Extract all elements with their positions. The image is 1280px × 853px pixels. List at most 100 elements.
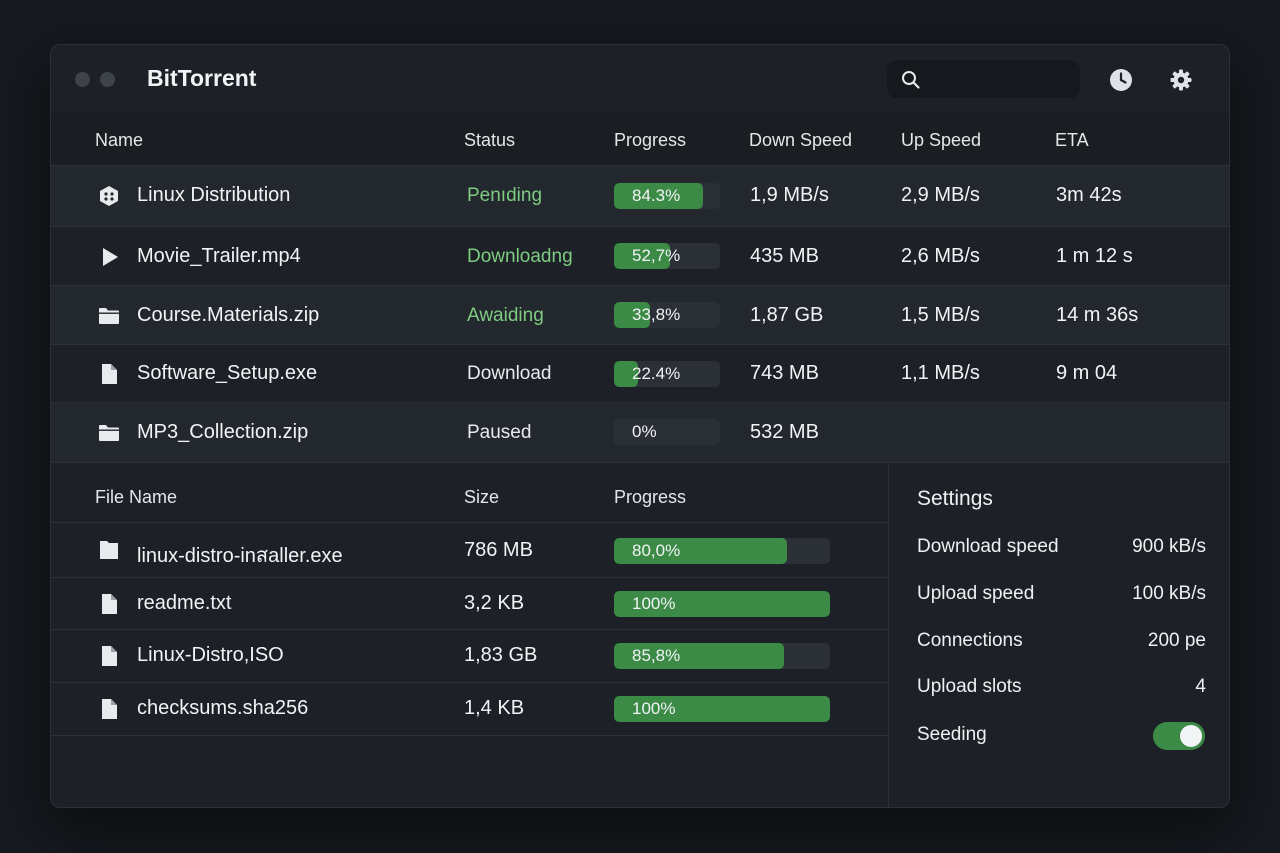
down-speed: 435 MB: [750, 245, 819, 267]
progress-fill: [614, 361, 638, 387]
torrent-name: Course.Materials.zip: [137, 304, 320, 326]
torrent-name: Linux Distribution: [137, 184, 291, 206]
play-icon: [103, 248, 118, 266]
torrent-status: Download: [467, 363, 552, 384]
connections-label: Connections: [917, 630, 1023, 651]
up-speed: 1,1 MB/s: [901, 362, 980, 384]
settings-panel: Settings Download speed 900 kB/s Upload …: [888, 462, 1229, 807]
file-list-panel: File Name Size Progress linux-distro-inส…: [51, 462, 888, 807]
col-eta-header[interactable]: ETA: [1055, 130, 1089, 150]
connections-value[interactable]: 200 pe: [1147, 630, 1206, 651]
progress-fill: [614, 696, 830, 722]
folder-icon: [100, 541, 118, 559]
progress-bar: 33,8%: [614, 302, 720, 328]
torrent-row[interactable]: Linux Distribution Penıding 84.3% 1,9 MB…: [51, 165, 1229, 227]
col-name-header[interactable]: Name: [95, 130, 144, 150]
progress-label: 100%: [632, 699, 676, 718]
clock-icon: [1110, 69, 1132, 91]
eta: 14 m 36s: [1056, 304, 1139, 326]
gear-icon: [1170, 69, 1192, 91]
torrent-name: Movie_Trailer.mp4: [137, 245, 301, 267]
progress-label: 100%: [632, 594, 676, 613]
up-speed: 2,6 MB/s: [901, 245, 980, 267]
progress-fill: [614, 183, 704, 209]
col-size-header[interactable]: Size: [464, 487, 500, 507]
file-size: 1,83 GB: [464, 644, 538, 666]
progress-bar: 0%: [614, 419, 720, 445]
seeding-label: Seeding: [917, 724, 987, 745]
progress-label: 80,0%: [632, 541, 681, 560]
up-speed: 2,9 MB/s: [901, 184, 980, 206]
torrent-row[interactable]: Software_Setup.exe Download 22.4% 743 MB…: [51, 344, 1229, 403]
progress-label: 52,7%: [632, 246, 681, 265]
progress-bar: 52,7%: [614, 243, 720, 269]
search-input[interactable]: [931, 66, 1075, 94]
torrent-table-header: Name Status Progress Down Speed Up Speed…: [51, 113, 1229, 165]
package-icon: [100, 186, 118, 206]
progress-fill: [614, 643, 784, 669]
settings-button[interactable]: [1169, 68, 1193, 92]
torrent-status: Paused: [467, 422, 532, 443]
window-close-dot[interactable]: [75, 72, 90, 87]
file-row[interactable]: Linux-Distro,ISO 1,83 GB 85,8%: [51, 629, 888, 683]
seeding-toggle[interactable]: [1153, 722, 1205, 750]
col-down-speed-header[interactable]: Down Speed: [749, 130, 853, 150]
progress-bar: 100%: [614, 696, 830, 722]
eta: 1 m 12 s: [1056, 245, 1133, 267]
search-icon: [902, 71, 920, 89]
file-size: 3,2 KB: [464, 592, 525, 614]
upload-slots-label: Upload slots: [917, 676, 1022, 697]
window-minimize-dot[interactable]: [100, 72, 115, 87]
torrent-row[interactable]: MP3_Collection.zip Paused 0% 532 MB: [51, 402, 1229, 463]
app-window: BitTorrent: [50, 44, 1230, 808]
history-button[interactable]: [1109, 68, 1133, 92]
torrent-row[interactable]: Movie_Trailer.mp4 Downloadng 52,7% 435 M…: [51, 226, 1229, 286]
download-speed-label: Download speed: [917, 536, 1059, 557]
file-row[interactable]: linux-distro-inสaller.exe 786 MB 80,0%: [51, 522, 888, 578]
eta: 3m 42s: [1056, 184, 1122, 206]
progress-fill: [614, 302, 650, 328]
search-box[interactable]: [887, 60, 1080, 98]
down-speed: 1,9 MB/s: [750, 184, 829, 206]
col-progress-header[interactable]: Progress: [614, 487, 687, 507]
torrent-status: Downloadng: [467, 246, 573, 267]
col-status-header[interactable]: Status: [464, 130, 516, 150]
down-speed: 743 MB: [750, 362, 819, 384]
col-up-speed-header[interactable]: Up Speed: [901, 130, 982, 150]
progress-label: 33,8%: [632, 305, 681, 324]
folder-icon: [99, 425, 119, 441]
progress-bar: 84.3%: [614, 183, 720, 209]
torrent-name: MP3_Collection.zip: [137, 421, 309, 443]
file-icon: [102, 364, 117, 384]
progress-label: 22.4%: [632, 364, 681, 383]
down-speed: 532 MB: [750, 421, 819, 443]
title-bar: BitTorrent: [51, 45, 1229, 113]
file-size: 1,4 KB: [464, 697, 525, 719]
file-icon: [102, 699, 117, 719]
file-icon: [102, 646, 117, 666]
file-name: readme.txt: [137, 592, 232, 614]
upload-slots-value[interactable]: 4: [1195, 676, 1206, 697]
upload-speed-value[interactable]: 100 kB/s: [1132, 583, 1206, 604]
torrent-row[interactable]: Course.Materials.zip Awaiding 33,8% 1,87…: [51, 285, 1229, 345]
progress-bar: 80,0%: [614, 538, 830, 564]
file-row[interactable]: checksums.sha256 1,4 KB 100%: [51, 682, 888, 736]
upload-speed-label: Upload speed: [917, 583, 1035, 604]
folder-icon: [99, 308, 119, 324]
torrent-status: Penıding: [467, 185, 543, 206]
file-icon: [102, 594, 117, 614]
file-name: linux-distro-inสaller.exe: [137, 545, 343, 567]
progress-fill: [614, 243, 670, 269]
download-speed-value[interactable]: 900 kB/s: [1132, 536, 1206, 557]
app-title: BitTorrent: [147, 65, 257, 91]
progress-bar: 22.4%: [614, 361, 720, 387]
progress-bar: 85,8%: [614, 643, 830, 669]
eta: 9 m 04: [1056, 362, 1118, 384]
up-speed: 1,5 MB/s: [901, 304, 980, 326]
settings-title: Settings: [917, 487, 993, 510]
col-progress-header[interactable]: Progress: [614, 130, 687, 150]
torrent-name: Software_Setup.exe: [137, 362, 318, 384]
progress-fill: [614, 538, 787, 564]
file-row[interactable]: readme.txt 3,2 KB 100%: [51, 577, 888, 630]
col-file-name-header[interactable]: File Name: [95, 487, 178, 507]
